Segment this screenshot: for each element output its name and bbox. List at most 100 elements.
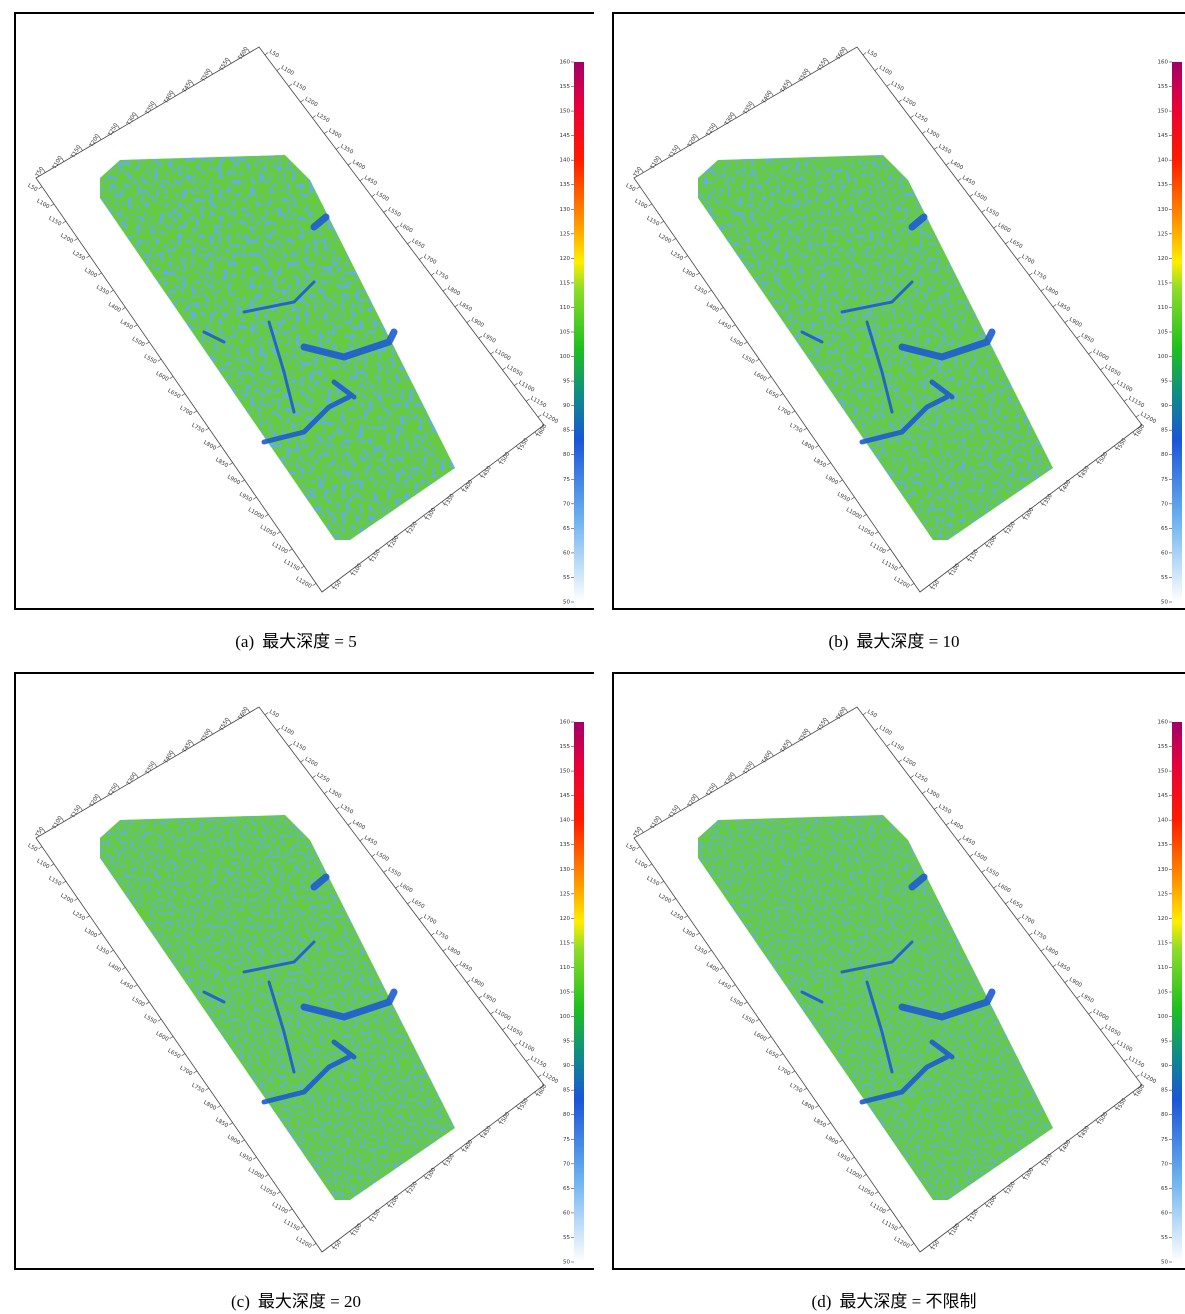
colorbar-label: 155 — [560, 84, 571, 90]
axis-label: L450 — [119, 319, 134, 331]
axis-label: L850 — [812, 457, 827, 469]
axis-label: L750 — [434, 930, 449, 942]
colorbar-label: 60 — [1161, 550, 1168, 556]
axis-tick — [265, 1174, 268, 1176]
axis-label: L650 — [765, 1048, 780, 1060]
colorbar-label: 60 — [563, 550, 570, 556]
axis-label: L750 — [1032, 930, 1047, 942]
axis-tick — [241, 1140, 244, 1142]
axis-label: L350 — [339, 804, 354, 816]
caption-text: 最大深度 = 5 — [262, 632, 357, 651]
axis-label: L600 — [399, 882, 414, 894]
axis-tick — [277, 532, 280, 534]
colorbar-label: 80 — [1161, 1112, 1168, 1118]
colorbar-label: 135 — [560, 842, 571, 848]
axis-tick — [649, 204, 652, 206]
axis-label: L450 — [363, 175, 378, 187]
map-panel: T50T100T150T200T250T300T350T400T450T500T… — [612, 672, 1185, 1270]
colorbar-label: 115 — [560, 280, 571, 286]
axis-label: L200 — [902, 756, 917, 768]
axis-label: L850 — [1056, 301, 1071, 313]
axis-label: L1050 — [857, 1184, 875, 1198]
axis-label: L600 — [399, 222, 414, 234]
axis-label: L650 — [167, 388, 182, 400]
axis-label: L600 — [155, 1031, 170, 1043]
axis-label: L500 — [729, 996, 744, 1008]
axis-label: L350 — [693, 945, 708, 957]
axis-label: L900 — [1068, 977, 1083, 989]
axis-label: L250 — [669, 910, 684, 922]
colorbar-label: 100 — [1158, 354, 1169, 360]
axis-tick — [206, 428, 209, 430]
axis-tick — [122, 967, 125, 969]
axis-tick — [182, 394, 185, 396]
axis-label: L850 — [214, 457, 229, 469]
axis-tick — [851, 1157, 854, 1159]
axis-tick — [110, 290, 113, 292]
map-panel: T50T100T150T200T250T300T350T400T450T500T… — [14, 12, 594, 610]
axis-tick — [732, 325, 735, 327]
axis-tick — [887, 1209, 890, 1211]
axis-label: L900 — [1068, 317, 1083, 329]
axis-label: L1000 — [845, 1167, 863, 1181]
axis-label: L1150 — [283, 1219, 301, 1233]
axis-label: L100 — [633, 858, 648, 870]
colorbar-label: 65 — [563, 526, 570, 532]
colorbar-label: 75 — [1161, 477, 1168, 483]
axis-label: L1200 — [541, 411, 559, 425]
axis-label: L400 — [351, 819, 366, 831]
axis-tick — [253, 497, 256, 499]
axis-tick — [301, 1226, 304, 1228]
axis-label: L800 — [202, 1100, 217, 1112]
axis-label: L1100 — [517, 1040, 535, 1054]
axis-label: L150 — [292, 741, 307, 753]
axis-tick — [744, 1002, 747, 1004]
colorbar-label: 130 — [1158, 867, 1169, 873]
colorbar-label: 65 — [1161, 1186, 1168, 1192]
map-panel: T50T100T150T200T250T300T350T400T450T500T… — [14, 672, 594, 1270]
axis-label: L850 — [458, 301, 473, 313]
axis-tick — [827, 1123, 830, 1125]
axis-label: L300 — [83, 927, 98, 939]
axis-tick — [146, 342, 149, 344]
colorbar-label: 50 — [563, 1260, 570, 1266]
axis-tick — [708, 950, 711, 952]
axis-tick — [98, 273, 101, 275]
axis-label: L850 — [812, 1117, 827, 1129]
axis-tick — [839, 480, 842, 482]
axis-tick — [170, 376, 173, 378]
axis-label: L700 — [1020, 254, 1035, 266]
axis-label: L750 — [788, 1083, 803, 1095]
colorbar-label: 105 — [1158, 330, 1169, 336]
axis-label: L1000 — [1092, 348, 1110, 362]
colorbar-label: 145 — [1158, 133, 1169, 139]
axis-tick — [134, 325, 137, 327]
axis-label: L150 — [645, 216, 660, 228]
axis-label: L100 — [280, 725, 295, 737]
axis-tick — [265, 514, 268, 516]
axis-label: L650 — [1008, 238, 1023, 250]
axis-label: L1200 — [893, 1236, 911, 1250]
axis-tick — [74, 238, 77, 240]
axis-label: L500 — [131, 336, 146, 348]
axis-tick — [313, 1243, 316, 1245]
axis-tick — [672, 238, 675, 240]
axis-label: L900 — [226, 1134, 241, 1146]
axis-tick — [86, 256, 89, 258]
axis-label: L1000 — [247, 1167, 265, 1181]
axis-tick — [911, 1243, 914, 1245]
axis-label: L1050 — [1103, 364, 1121, 378]
axis-label: L550 — [143, 1014, 158, 1026]
axis-label: L900 — [470, 977, 485, 989]
axis-label: L1100 — [271, 542, 289, 556]
axis-label: L150 — [292, 81, 307, 93]
axis-label: L100 — [35, 198, 50, 210]
axis-label: L750 — [434, 270, 449, 282]
colorbar-label: 130 — [560, 207, 571, 213]
colorbar-label: 70 — [1161, 501, 1168, 507]
colorbar-label: 145 — [560, 793, 571, 799]
colorbar-label: 110 — [1158, 965, 1169, 971]
axis-tick — [684, 256, 687, 258]
axis-label: L550 — [741, 1014, 756, 1026]
axis-tick — [277, 1192, 280, 1194]
